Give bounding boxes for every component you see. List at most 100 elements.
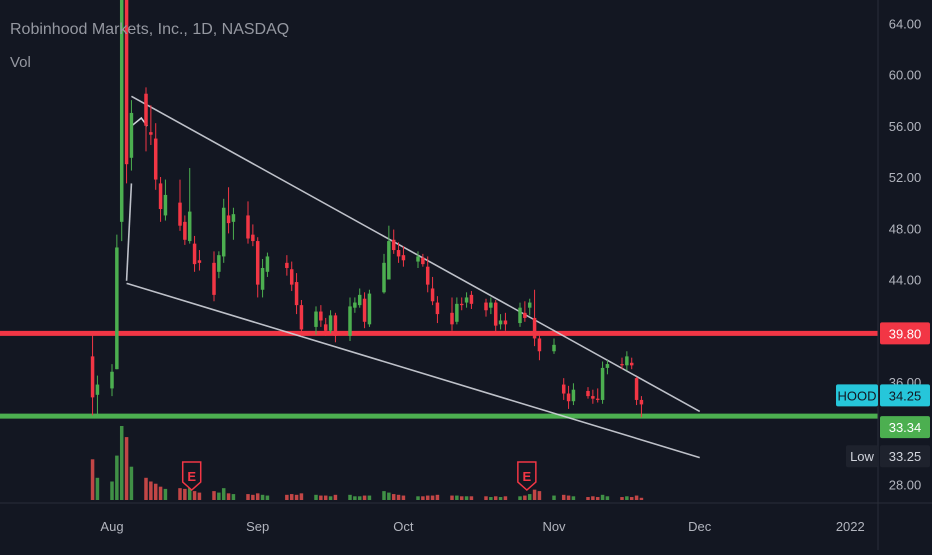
candle-body: [217, 255, 221, 272]
price-badges-layer: 39.80 34.25 33.34 33.25 HOOD Low: [836, 322, 930, 468]
candle: [503, 312, 508, 331]
candle: [367, 289, 372, 327]
time-tick-label: Nov: [542, 519, 566, 534]
volume-bar: [192, 491, 197, 500]
candle-body: [328, 315, 333, 331]
candle-body: [450, 312, 454, 325]
candle-body: [455, 303, 459, 322]
volume-bar: [455, 495, 459, 500]
volume-bar: [314, 494, 318, 500]
candle-body: [498, 320, 503, 325]
candle-body: [115, 247, 119, 370]
candle: [600, 361, 605, 404]
volume-bar: [183, 488, 187, 500]
candle: [430, 276, 435, 306]
candle-body: [226, 215, 231, 224]
volume-bar: [265, 495, 270, 500]
candle: [119, 0, 124, 242]
candle-body: [469, 294, 474, 304]
volume-bar: [323, 495, 328, 500]
candle: [294, 273, 299, 315]
trend-line: [126, 282, 700, 459]
candle: [396, 242, 401, 263]
candle-body: [571, 389, 576, 402]
candle-body: [231, 214, 236, 222]
volume-bar: [605, 496, 610, 500]
candle-body: [605, 364, 610, 368]
low-label: Low: [850, 449, 874, 464]
candle-body: [561, 384, 566, 394]
candle-body: [90, 356, 95, 398]
candle-body: [416, 256, 420, 262]
candle: [561, 378, 566, 400]
candle-body: [124, 0, 129, 165]
volume-bar: [532, 489, 537, 500]
price-tick-label: 64.00: [889, 16, 922, 31]
volume-bar: [387, 492, 391, 500]
volume-bar: [231, 494, 236, 500]
candle: [158, 177, 163, 222]
candle-body: [319, 311, 323, 321]
candle: [498, 314, 503, 330]
earnings-marker: E: [517, 461, 537, 492]
volume-bar: [401, 495, 406, 500]
volume-bar: [90, 459, 95, 500]
candle: [353, 297, 357, 313]
volume-bar: [353, 496, 357, 500]
candle: [255, 237, 260, 298]
volume-bar: [212, 491, 216, 500]
time-tick-label: Oct: [393, 519, 414, 534]
candle: [265, 252, 270, 277]
volume-bar: [226, 493, 231, 500]
candle: [251, 224, 255, 247]
volume-bar: [294, 494, 299, 500]
candle: [552, 338, 556, 354]
low-badge: 33.25: [880, 445, 930, 468]
volume-bar: [328, 496, 333, 500]
time-tick-label: Sep: [246, 519, 269, 534]
candle-body: [95, 384, 100, 395]
candle: [605, 360, 610, 375]
candle: [90, 333, 95, 416]
candle-body: [401, 255, 406, 261]
candle-body: [221, 207, 226, 257]
volume-bar: [149, 481, 153, 500]
volume-bar: [391, 494, 396, 500]
volume-bar: [333, 494, 338, 500]
candle: [537, 332, 542, 361]
earnings-marker-label: E: [187, 469, 196, 484]
candle-body: [212, 262, 216, 295]
candle-body: [119, 0, 124, 222]
last-price-badge-value: 34.25: [889, 388, 922, 403]
candle-body: [158, 183, 163, 210]
volume-bar: [396, 494, 401, 500]
candle: [319, 305, 323, 327]
candle: [401, 246, 406, 267]
candle-body: [537, 338, 542, 352]
candle: [595, 388, 600, 403]
candle: [129, 100, 134, 171]
volume-bar: [187, 483, 192, 500]
volume-label: Vol: [10, 54, 31, 71]
candle: [192, 235, 197, 272]
volume-bar: [523, 495, 527, 500]
volume-bar: [158, 486, 163, 500]
candle: [421, 253, 425, 267]
volume-bar: [285, 494, 289, 500]
volume-bar: [221, 488, 226, 500]
low-badge-bg: [880, 445, 930, 468]
time-tick-label: Aug: [100, 519, 123, 534]
candle-body: [421, 257, 425, 265]
volume-bar: [129, 466, 134, 500]
volume-bar: [260, 494, 265, 500]
candle-body: [591, 396, 595, 399]
candle: [625, 351, 629, 371]
candle-body: [294, 282, 299, 306]
candle: [314, 306, 318, 335]
candle: [450, 297, 454, 331]
volume-bar: [625, 496, 629, 500]
price-tick-label: 52.00: [889, 170, 922, 185]
